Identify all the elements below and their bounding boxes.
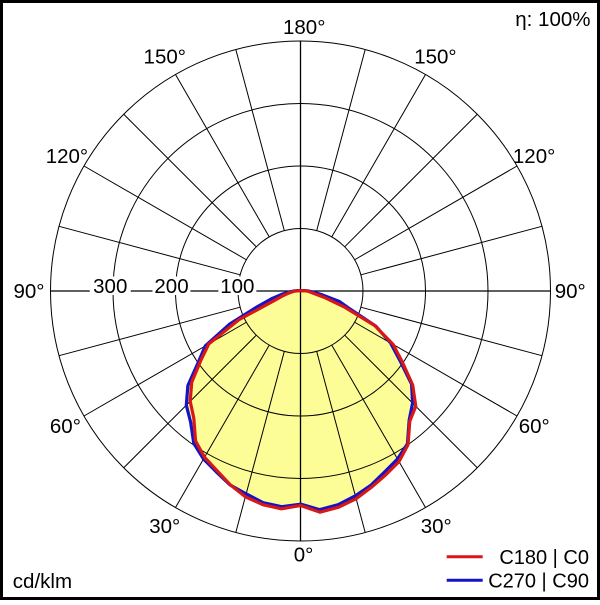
svg-text:150°: 150° [414, 46, 456, 69]
svg-text:C270 | C90: C270 | C90 [488, 570, 589, 592]
svg-text:cd/klm: cd/klm [13, 570, 72, 593]
svg-text:200: 200 [154, 275, 188, 298]
svg-text:300: 300 [93, 275, 127, 298]
svg-text:90°: 90° [13, 280, 44, 303]
svg-text:0°: 0° [294, 544, 314, 567]
svg-text:C180 | C0: C180 | C0 [499, 547, 589, 569]
svg-text:100: 100 [220, 275, 254, 298]
svg-text:180°: 180° [283, 16, 325, 39]
svg-text:150°: 150° [144, 46, 186, 69]
svg-text:30°: 30° [421, 515, 452, 538]
svg-text:90°: 90° [555, 280, 586, 303]
svg-text:120°: 120° [513, 145, 555, 168]
svg-text:60°: 60° [519, 415, 550, 438]
svg-text:η: 100%: η: 100% [515, 8, 590, 31]
svg-text:30°: 30° [149, 515, 180, 538]
svg-text:120°: 120° [46, 145, 88, 168]
svg-text:60°: 60° [50, 415, 81, 438]
